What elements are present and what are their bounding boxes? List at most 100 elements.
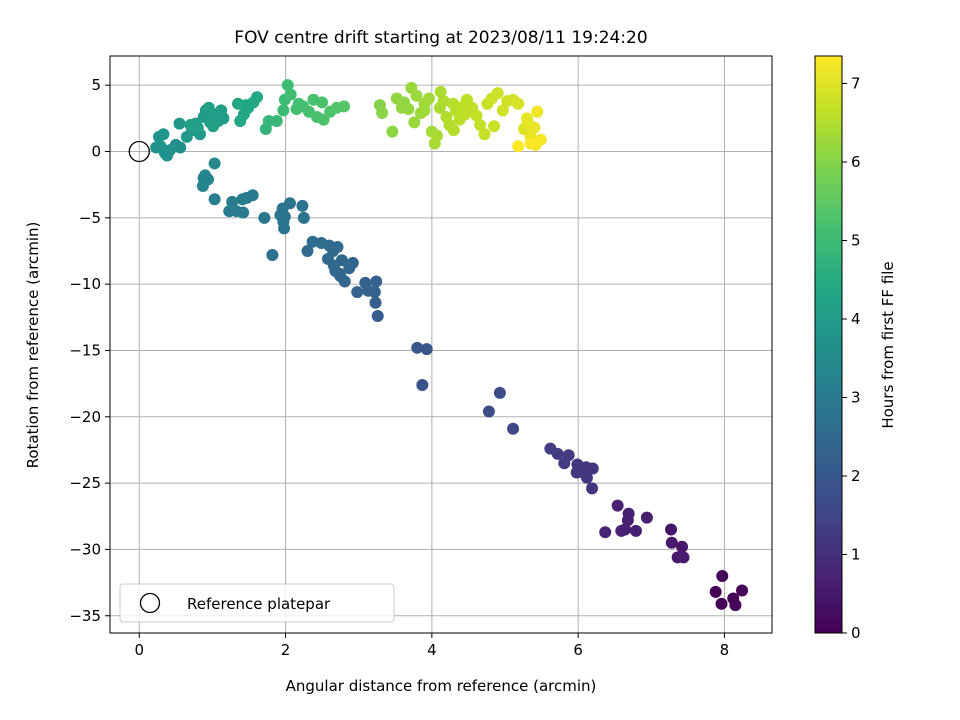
scatter-points [150,79,749,612]
x-tick-label: 0 [134,641,144,659]
y-tick-label: −30 [69,540,101,558]
data-point [621,514,634,527]
data-point [297,211,310,224]
data-point [362,284,375,297]
plot-frame [109,55,773,634]
data-point [470,109,483,122]
data-point [416,378,429,391]
data-point [520,112,533,125]
x-tick-label: 4 [427,641,437,659]
data-point [716,569,729,582]
data-point [258,211,271,224]
data-point [488,120,501,133]
data-point [524,137,537,150]
data-point [528,121,541,134]
data-point [351,286,364,299]
data-point [369,296,382,309]
data-point [376,107,389,120]
reference-marker [128,140,150,163]
data-point [277,104,290,117]
data-point [150,141,163,154]
x-axis-label: Angular distance from reference (arcmin) [286,677,597,695]
data-point [715,597,728,610]
data-point [531,105,544,118]
data-point [709,585,722,598]
data-point [599,526,612,539]
data-point [346,256,359,269]
data-point [458,108,471,121]
data-point [434,85,447,98]
data-point [223,205,236,218]
data-point [278,210,291,223]
data-point [418,104,431,117]
reference-platepar-point [128,140,150,163]
data-point [478,128,491,141]
data-point [676,540,689,553]
y-tick-label: 0 [91,143,101,161]
data-point [301,244,314,257]
data-point [251,91,264,104]
data-point [173,117,186,130]
data-point [580,471,593,484]
data-point [411,341,424,354]
data-point [586,482,599,495]
data-point [398,96,411,109]
data-point [512,97,525,110]
data-point [447,124,460,137]
data-point [306,235,319,248]
data-point [640,511,653,524]
y-tick-label: −25 [69,474,101,492]
colorbar-label: Hours from first FF file [879,261,897,428]
data-point [208,157,221,170]
data-point [507,422,520,435]
data-point [266,248,279,261]
y-tick-label: −20 [69,408,101,426]
legend-entry-label: Reference platepar [187,595,331,613]
colorbar-tick-label: 0 [851,624,861,642]
data-point [410,89,423,102]
data-point [562,449,575,462]
data-point [281,79,294,92]
data-point [284,88,297,101]
data-point [217,112,230,125]
data-point [586,462,599,475]
y-tick-label: 5 [91,76,101,94]
data-point [296,199,309,212]
legend: Reference platepar [119,583,395,623]
data-point [208,193,221,206]
data-point [551,447,564,460]
data-point [161,149,174,162]
legend-reference-icon [139,592,161,614]
colorbar-tick-label: 6 [851,153,861,171]
data-point [207,120,220,133]
colorbar-tick-label: 2 [851,467,861,485]
colorbar-tick-label: 1 [851,545,861,563]
data-point [422,92,435,105]
colorbar-tick-label: 7 [851,74,861,92]
data-point [493,386,506,399]
data-point [317,113,330,126]
colorbar-ticks: 0 1 2 3 4 5 6 7 [842,74,861,642]
x-axis-ticks: 0 2 4 6 8 [134,633,729,659]
x-tick-label: 2 [281,641,291,659]
data-point [371,309,384,322]
data-point [420,343,433,356]
y-tick-label: −15 [69,341,101,359]
data-point [184,118,197,131]
data-point [736,584,749,597]
y-axis-ticks: 5 0 −5 −10 −15 −20 −25 −30 −35 [69,76,110,625]
data-point [496,104,509,117]
data-point [512,140,525,153]
data-point [329,264,342,277]
data-point [629,524,642,537]
data-point [270,114,283,127]
x-tick-label: 6 [573,641,583,659]
data-point [408,116,421,129]
colorbar-tick-label: 3 [851,388,861,406]
colorbar-tick-label: 5 [851,231,861,249]
data-point [430,129,443,142]
data-point [240,99,253,112]
data-point [482,405,495,418]
data-point [611,499,624,512]
